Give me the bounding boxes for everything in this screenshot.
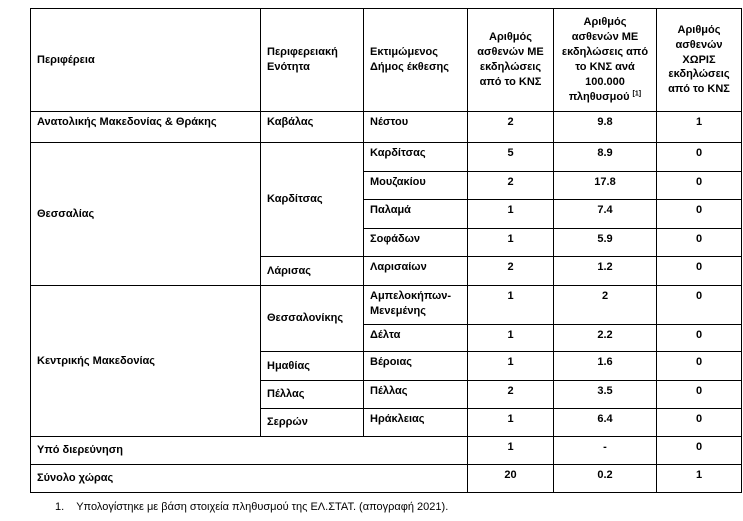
cell-unit: Πέλλας bbox=[260, 380, 364, 409]
cell-per-100k: 1.6 bbox=[553, 351, 657, 381]
table-row: Ημαθίας Βέροιας 1 1.6 0 bbox=[31, 351, 742, 381]
cell-region: Κεντρικής Μακεδονίας bbox=[30, 285, 261, 437]
cell-with-cns: 5 bbox=[467, 142, 554, 172]
cell-per-100k: 2.2 bbox=[553, 324, 657, 352]
table-row: Κεντρικής Μακεδονίας Θεσσαλονίκης Αμπελο… bbox=[30, 285, 742, 437]
cell-with-cns: 1 bbox=[467, 408, 554, 437]
cell-per-100k: 8.9 bbox=[553, 142, 657, 172]
cell-with-cns: 2 bbox=[467, 256, 554, 286]
cell-without-cns: 0 bbox=[656, 408, 742, 437]
cell-municipality: Νέστου bbox=[363, 111, 468, 143]
cell-municipality: Μουζακίου bbox=[363, 171, 468, 200]
cell-per-100k: 17.8 bbox=[553, 171, 657, 200]
cell-municipality: Πέλλας bbox=[363, 380, 468, 409]
table-row: Παλαμά 1 7.4 0 bbox=[31, 199, 742, 229]
cell-without-cns: 1 bbox=[656, 464, 742, 493]
footnote-number: 1. bbox=[55, 501, 65, 513]
cell-with-cns: 1 bbox=[467, 436, 554, 465]
cell-with-cns: 20 bbox=[467, 464, 554, 493]
cell-with-cns: 2 bbox=[467, 171, 554, 200]
patients-table: Περιφέρεια Περιφερειακή Ενότητα Εκτιμώμε… bbox=[30, 8, 742, 493]
col-header-without-cns: Αριθμός ασθενών ΧΩΡΙΣ εκδηλώσεις από το … bbox=[656, 8, 742, 112]
col-header-municipality: Εκτιμώμενος Δήμος έκθεσης bbox=[363, 8, 468, 112]
table-row: Μουζακίου 2 17.8 0 bbox=[31, 171, 742, 200]
cell-per-100k: 1.2 bbox=[553, 256, 657, 286]
col-header-per-100k: Αριθμός ασθενών ΜΕ εκδηλώσεις από το ΚΝΣ… bbox=[553, 8, 657, 112]
cell-per-100k: 2 bbox=[553, 285, 657, 325]
col-header-per-100k-text: Αριθμός ασθενών ΜΕ εκδηλώσεις από το ΚΝΣ… bbox=[561, 16, 649, 103]
cell-unit: Θεσσαλονίκης bbox=[260, 285, 364, 352]
cell-region: Θεσσαλίας bbox=[30, 142, 261, 286]
cell-without-cns: 0 bbox=[656, 199, 742, 229]
table-body: Ανατολικής Μακεδονίας & Θράκης Καβάλας Ν… bbox=[30, 111, 742, 493]
col-header-with-cns: Αριθμός ασθενών ΜΕ εκδηλώσεις από το ΚΝΣ bbox=[467, 8, 554, 112]
cell-with-cns: 1 bbox=[467, 228, 554, 257]
cell-without-cns: 0 bbox=[656, 351, 742, 381]
table-row: Ανατολικής Μακεδονίας & Θράκης Καβάλας Ν… bbox=[30, 111, 742, 143]
table-header: Περιφέρεια Περιφερειακή Ενότητα Εκτιμώμε… bbox=[30, 8, 742, 112]
cell-unit: Καβάλας bbox=[260, 111, 364, 143]
cell-with-cns: 1 bbox=[467, 351, 554, 381]
cell-per-100k: - bbox=[553, 436, 657, 465]
table-row: Λάρισας Λαρισαίων 2 1.2 0 bbox=[31, 256, 742, 286]
cell-without-cns: 0 bbox=[656, 324, 742, 352]
table-row: Σερρών Ηράκλειας 1 6.4 0 bbox=[31, 408, 742, 437]
cell-per-100k: 0.2 bbox=[553, 464, 657, 493]
summary-row-country-total: Σύνολο χώρας 20 0.2 1 bbox=[30, 464, 742, 493]
cell-region: Ανατολικής Μακεδονίας & Θράκης bbox=[30, 111, 261, 143]
cell-per-100k: 7.4 bbox=[553, 199, 657, 229]
cell-without-cns: 0 bbox=[656, 380, 742, 409]
cell-municipality: Σοφάδων bbox=[363, 228, 468, 257]
cell-without-cns: 0 bbox=[656, 285, 742, 325]
cell-summary-label: Υπό διερεύνηση bbox=[30, 436, 468, 465]
col-header-unit: Περιφερειακή Ενότητα bbox=[260, 8, 364, 112]
footnote-reference: [1] bbox=[632, 90, 642, 98]
cell-unit: Λάρισας bbox=[260, 256, 364, 286]
cell-unit: Καρδίτσας bbox=[260, 142, 364, 257]
col-header-region: Περιφέρεια bbox=[30, 8, 261, 112]
cell-unit: Ημαθίας bbox=[260, 351, 364, 381]
cell-without-cns: 0 bbox=[656, 436, 742, 465]
cell-municipality: Παλαμά bbox=[363, 199, 468, 229]
cell-municipality: Αμπελοκήπων-Μενεμένης bbox=[363, 285, 468, 325]
cell-with-cns: 1 bbox=[467, 285, 554, 325]
cell-without-cns: 0 bbox=[656, 256, 742, 286]
cell-without-cns: 1 bbox=[656, 111, 742, 143]
cell-per-100k: 5.9 bbox=[553, 228, 657, 257]
cell-summary-label: Σύνολο χώρας bbox=[30, 464, 468, 493]
footnote: 1. Υπολογίστηκε με βάση στοιχεία πληθυσμ… bbox=[55, 501, 743, 514]
cell-with-cns: 2 bbox=[467, 380, 554, 409]
summary-row-under-investigation: Υπό διερεύνηση 1 - 0 bbox=[30, 436, 742, 465]
cell-without-cns: 0 bbox=[656, 142, 742, 172]
table-row: Δέλτα 1 2.2 0 bbox=[31, 324, 742, 352]
table-row: Θεσσαλίας Καρδίτσας Καρδίτσας 5 8.9 0 bbox=[30, 142, 742, 286]
footnote-text: Υπολογίστηκε με βάση στοιχεία πληθυσμού … bbox=[76, 501, 449, 513]
cell-per-100k: 3.5 bbox=[553, 380, 657, 409]
cell-municipality: Ηράκλειας bbox=[363, 408, 468, 437]
cell-municipality: Βέροιας bbox=[363, 351, 468, 381]
cell-municipality: Δέλτα bbox=[363, 324, 468, 352]
cell-with-cns: 1 bbox=[467, 324, 554, 352]
header-row: Περιφέρεια Περιφερειακή Ενότητα Εκτιμώμε… bbox=[30, 8, 742, 112]
cell-per-100k: 9.8 bbox=[553, 111, 657, 143]
cell-municipality: Λαρισαίων bbox=[363, 256, 468, 286]
cell-without-cns: 0 bbox=[656, 171, 742, 200]
cell-without-cns: 0 bbox=[656, 228, 742, 257]
cell-municipality: Καρδίτσας bbox=[363, 142, 468, 172]
cell-per-100k: 6.4 bbox=[553, 408, 657, 437]
cell-with-cns: 2 bbox=[467, 111, 554, 143]
cell-unit: Σερρών bbox=[260, 408, 364, 437]
cell-with-cns: 1 bbox=[467, 199, 554, 229]
table-row: Πέλλας Πέλλας 2 3.5 0 bbox=[31, 380, 742, 409]
